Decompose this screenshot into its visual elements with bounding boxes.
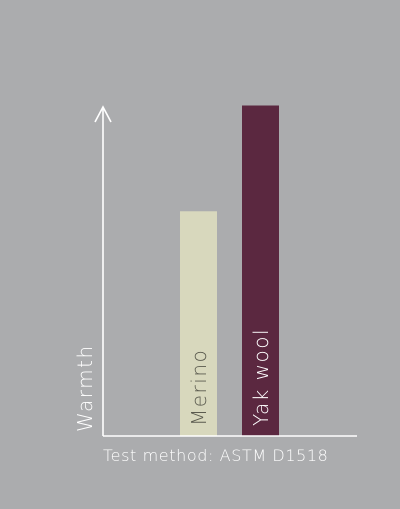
y-axis-arrow-icon: [94, 105, 112, 123]
bar-label-yak-wool: Yak wool: [249, 328, 273, 426]
bar-merino: [180, 211, 217, 436]
bar-yak-wool: [242, 105, 279, 436]
bars: Merino Yak wool: [180, 105, 279, 436]
y-axis-label: Warmth: [73, 344, 97, 432]
x-axis-label: Test method: ASTM D1518: [103, 446, 328, 465]
bar-label-merino: Merino: [187, 349, 211, 426]
